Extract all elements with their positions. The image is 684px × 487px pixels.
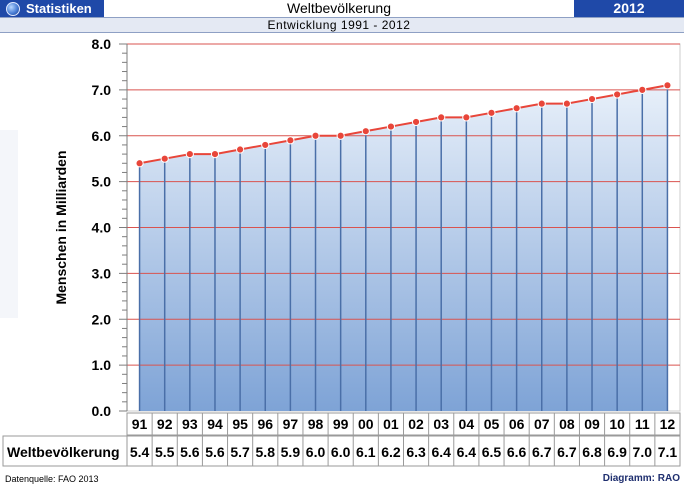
x-tick-label: 93 — [182, 416, 198, 432]
data-point — [311, 131, 320, 140]
year-badge: 2012 — [613, 0, 645, 16]
y-tick-label: 3.0 — [92, 265, 112, 281]
x-tick-label: 06 — [509, 416, 525, 432]
y-tick-label: 7.0 — [92, 82, 112, 98]
data-point — [487, 108, 496, 117]
data-point — [437, 113, 446, 122]
page-title: Weltbevölkerung — [104, 0, 574, 17]
data-label: 5.6 — [205, 444, 225, 460]
x-tick-label: 12 — [660, 416, 676, 432]
x-tick-label: 02 — [408, 416, 424, 432]
y-tick-label: 2.0 — [92, 311, 112, 327]
data-label: 6.5 — [482, 444, 502, 460]
data-label: 5.5 — [155, 444, 175, 460]
data-point — [587, 94, 597, 104]
data-point — [135, 159, 144, 168]
data-label: 6.0 — [306, 444, 326, 460]
subtitle-bar — [0, 17, 684, 33]
x-tick-label: 99 — [333, 416, 349, 432]
globe-icon — [6, 1, 20, 16]
area-fill — [139, 85, 668, 411]
data-label: 6.8 — [582, 444, 602, 460]
x-tick-label: 98 — [308, 416, 324, 432]
data-label: 5.9 — [281, 444, 301, 460]
y-tick-label: 0.0 — [92, 403, 112, 419]
data-point — [512, 104, 521, 113]
data-label: 6.1 — [356, 444, 376, 460]
x-tick-label: 91 — [132, 416, 148, 432]
x-tick-label: 97 — [283, 416, 299, 432]
y-tick-label: 5.0 — [92, 174, 112, 190]
data-point — [663, 81, 672, 90]
data-point — [361, 127, 370, 136]
data-point — [537, 99, 546, 108]
data-point — [613, 90, 622, 99]
x-tick-label: 00 — [358, 416, 374, 432]
data-point — [286, 136, 295, 145]
data-label: 6.6 — [507, 444, 527, 460]
x-tick-label: 03 — [433, 416, 449, 432]
data-label: 6.7 — [532, 444, 552, 460]
data-point — [562, 99, 571, 108]
data-label: 7.0 — [633, 444, 653, 460]
value-row — [2, 435, 681, 467]
y-axis-label: Menschen in Milliarden — [53, 150, 69, 304]
data-point — [336, 131, 345, 140]
x-tick-label: 94 — [207, 416, 223, 432]
diagram-credit: Diagramm: RAO — [602, 473, 680, 484]
x-tick-label: 10 — [609, 416, 625, 432]
side-panel — [0, 130, 18, 318]
x-tick-label: 01 — [383, 416, 399, 432]
data-point — [185, 150, 194, 159]
y-tick-label: 1.0 — [92, 357, 112, 373]
y-tick-label: 4.0 — [92, 220, 112, 236]
data-point — [462, 113, 471, 122]
x-tick-label: 04 — [459, 416, 475, 432]
x-tick-label: 08 — [559, 416, 575, 432]
series-name-label: Weltbevölkerung — [7, 444, 120, 460]
chart-subtitle: Entwicklung 1991 - 2012 — [267, 18, 411, 32]
x-tick-label: 11 — [635, 416, 650, 432]
data-source: Datenquelle: FAO 2013 — [5, 474, 99, 484]
data-label: 6.9 — [607, 444, 627, 460]
footer-bar — [0, 471, 684, 487]
app-label: Statistiken — [26, 1, 92, 16]
y-tick-label: 6.0 — [92, 128, 112, 144]
data-label: 6.4 — [457, 444, 477, 460]
data-label: 7.1 — [658, 444, 678, 460]
x-tick-label: 07 — [534, 416, 550, 432]
data-label: 6.0 — [331, 444, 351, 460]
data-label: 5.8 — [256, 444, 276, 460]
data-label: 5.4 — [130, 444, 150, 460]
x-tick-label: 95 — [232, 416, 248, 432]
data-point — [638, 85, 647, 94]
x-tick-label: 05 — [484, 416, 500, 432]
data-label: 6.4 — [431, 444, 451, 460]
data-point — [236, 145, 245, 154]
data-point — [411, 117, 421, 127]
x-tick-label: 92 — [157, 416, 173, 432]
data-label: 6.2 — [381, 444, 401, 460]
x-tick-label: 09 — [584, 416, 600, 432]
data-label: 6.7 — [557, 444, 577, 460]
data-label: 6.3 — [406, 444, 426, 460]
app-menu[interactable]: Statistiken — [0, 0, 104, 17]
y-tick-label: 8.0 — [92, 36, 112, 52]
data-point — [386, 122, 396, 131]
data-point — [160, 154, 169, 163]
data-label: 5.6 — [180, 444, 200, 460]
data-point — [261, 140, 270, 150]
x-tick-label: 96 — [257, 416, 273, 432]
data-point — [210, 150, 220, 159]
data-label: 5.7 — [230, 444, 250, 460]
series-line — [139, 84, 668, 165]
